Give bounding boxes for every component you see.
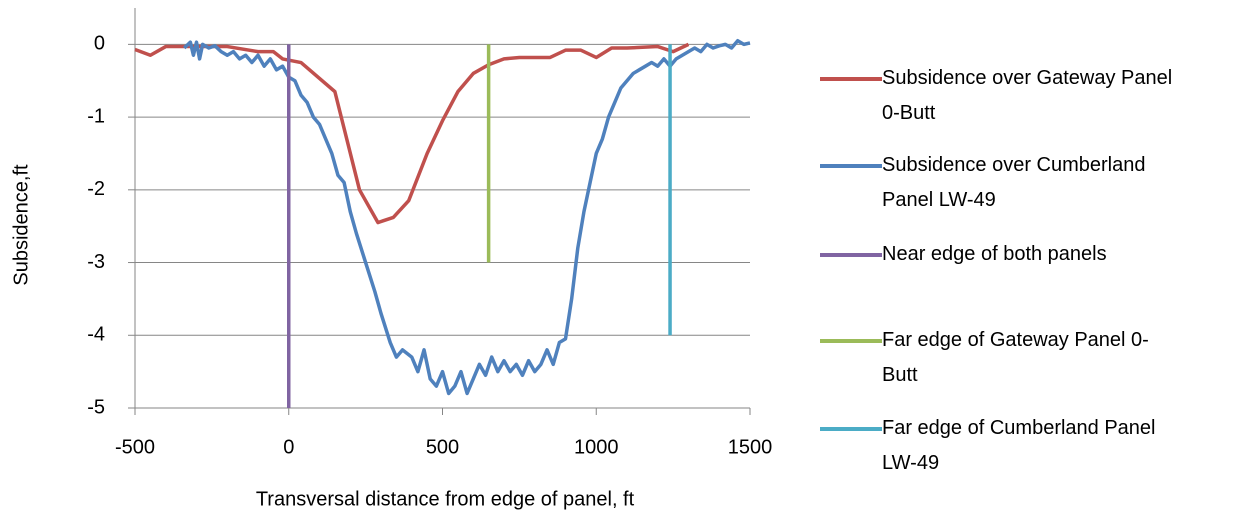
legend-swatch xyxy=(820,426,882,431)
y-tick-label: -1 xyxy=(87,105,105,127)
legend-swatch xyxy=(820,338,882,343)
legend-label: Near edge of both panels xyxy=(882,243,1107,265)
legend-entry: Far edge of Cumberland Panel LW-49 xyxy=(820,411,1182,481)
y-tick-label: -5 xyxy=(87,396,105,418)
x-tick-label: 500 xyxy=(426,436,459,458)
x-axis-title: Transversal distance from edge of panel,… xyxy=(256,488,635,510)
x-tick-label: -500 xyxy=(115,436,155,458)
legend-swatch xyxy=(820,252,882,257)
legend-label: Far edge of Cumberland Panel LW-49 xyxy=(882,417,1156,474)
legend-label: Far edge of Gateway Panel 0-Butt xyxy=(882,329,1149,386)
legend-entry: Subsidence over Gateway Panel 0-Butt xyxy=(820,61,1182,131)
legend-label: Subsidence over Gateway Panel 0-Butt xyxy=(882,67,1173,124)
y-tick-label: -4 xyxy=(87,324,105,346)
x-tick-label: 0 xyxy=(283,436,294,458)
series-line xyxy=(134,42,690,225)
legend-swatch xyxy=(820,163,882,168)
y-tick-label: -3 xyxy=(87,251,105,273)
legend-swatch xyxy=(820,76,882,81)
y-tick-label: 0 xyxy=(94,33,105,55)
x-tick-label: 1500 xyxy=(728,436,773,458)
legend-label: Subsidence over Cumberland Panel LW-49 xyxy=(882,154,1146,211)
y-axis-title: Subsidence,ft xyxy=(10,164,32,286)
legend-entry: Far edge of Gateway Panel 0-Butt xyxy=(820,323,1182,393)
legend-entry: Subsidence over Cumberland Panel LW-49 xyxy=(820,148,1182,218)
y-tick-label: -2 xyxy=(87,178,105,200)
x-tick-label: 1000 xyxy=(574,436,619,458)
legend-entry: Near edge of both panels xyxy=(820,237,1182,272)
series-line xyxy=(182,38,751,396)
